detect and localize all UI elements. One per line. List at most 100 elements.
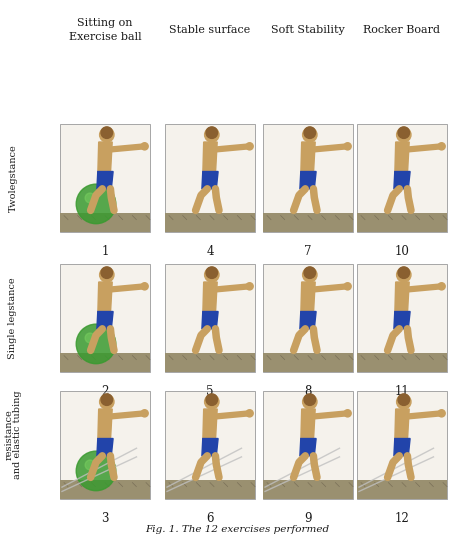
Bar [60,124,150,232]
Circle shape [76,451,116,491]
Bar [357,264,447,372]
Text: 1: 1 [101,245,109,258]
Text: 7: 7 [304,245,312,258]
Circle shape [206,267,218,279]
Bar [60,264,150,372]
Polygon shape [300,171,316,189]
Polygon shape [202,438,218,456]
Text: 4: 4 [206,245,214,258]
Bar [60,213,150,232]
Polygon shape [301,282,315,315]
Bar [165,353,255,372]
Polygon shape [395,282,409,315]
Circle shape [302,128,317,142]
Polygon shape [98,142,112,175]
Circle shape [304,394,316,405]
Text: 8: 8 [304,385,312,398]
Bar [357,480,447,499]
Bar [165,213,255,232]
Polygon shape [97,171,113,189]
Circle shape [205,268,219,282]
Text: resistance: resistance [4,410,13,460]
Polygon shape [98,282,112,315]
Circle shape [85,193,95,203]
Bar [165,264,255,372]
Polygon shape [300,438,316,456]
Text: 3: 3 [101,512,109,525]
Circle shape [438,410,445,417]
Text: 5: 5 [206,385,214,398]
Circle shape [76,184,116,224]
Bar [263,264,353,372]
Circle shape [344,283,351,290]
Circle shape [344,410,351,417]
Circle shape [398,394,410,405]
Circle shape [205,128,219,142]
Bar [357,124,447,232]
Polygon shape [394,438,410,456]
Circle shape [85,460,95,470]
Polygon shape [202,312,218,329]
Polygon shape [202,171,218,189]
Circle shape [100,128,114,142]
Circle shape [141,143,148,150]
Circle shape [206,394,218,405]
Bar [60,480,150,499]
Polygon shape [395,409,409,442]
Polygon shape [395,142,409,175]
Circle shape [438,283,445,290]
Circle shape [101,127,112,138]
Bar [357,213,447,232]
Text: 9: 9 [304,512,312,525]
Polygon shape [203,282,217,315]
Circle shape [397,394,411,409]
Circle shape [101,394,112,405]
Circle shape [397,268,411,282]
Text: 10: 10 [394,245,410,258]
Text: and elastic tubing: and elastic tubing [13,391,22,479]
Bar [60,391,150,499]
Circle shape [397,128,411,142]
Polygon shape [300,312,316,329]
Text: 6: 6 [206,512,214,525]
Text: Rocker Board: Rocker Board [364,25,440,35]
Bar [263,213,353,232]
Polygon shape [97,312,113,329]
Circle shape [85,333,95,343]
Polygon shape [203,142,217,175]
Polygon shape [394,171,410,189]
Circle shape [246,143,253,150]
Circle shape [302,268,317,282]
Circle shape [344,143,351,150]
Polygon shape [394,312,410,329]
Text: Twolegstance: Twolegstance [9,144,18,212]
Circle shape [398,127,410,138]
Circle shape [101,267,112,279]
Circle shape [246,410,253,417]
Text: 11: 11 [395,385,410,398]
Polygon shape [301,409,315,442]
Circle shape [100,394,114,409]
Text: Single legstance: Single legstance [9,277,18,359]
Text: Stable surface: Stable surface [169,25,251,35]
Text: Exercise ball: Exercise ball [69,32,141,42]
Text: Fig. 1. The 12 exercises performed: Fig. 1. The 12 exercises performed [145,526,329,535]
Circle shape [438,143,445,150]
Bar [60,353,150,372]
Bar [357,353,447,372]
Bar [165,391,255,499]
Text: Sitting on: Sitting on [77,18,133,28]
Polygon shape [301,142,315,175]
Text: 2: 2 [101,385,109,398]
Circle shape [141,410,148,417]
Circle shape [141,283,148,290]
Bar [263,353,353,372]
Text: 12: 12 [395,512,410,525]
Bar [165,480,255,499]
Bar [263,480,353,499]
Circle shape [302,394,317,409]
Text: Soft Stability: Soft Stability [271,25,345,35]
Bar [263,391,353,499]
Circle shape [304,267,316,279]
Circle shape [304,127,316,138]
